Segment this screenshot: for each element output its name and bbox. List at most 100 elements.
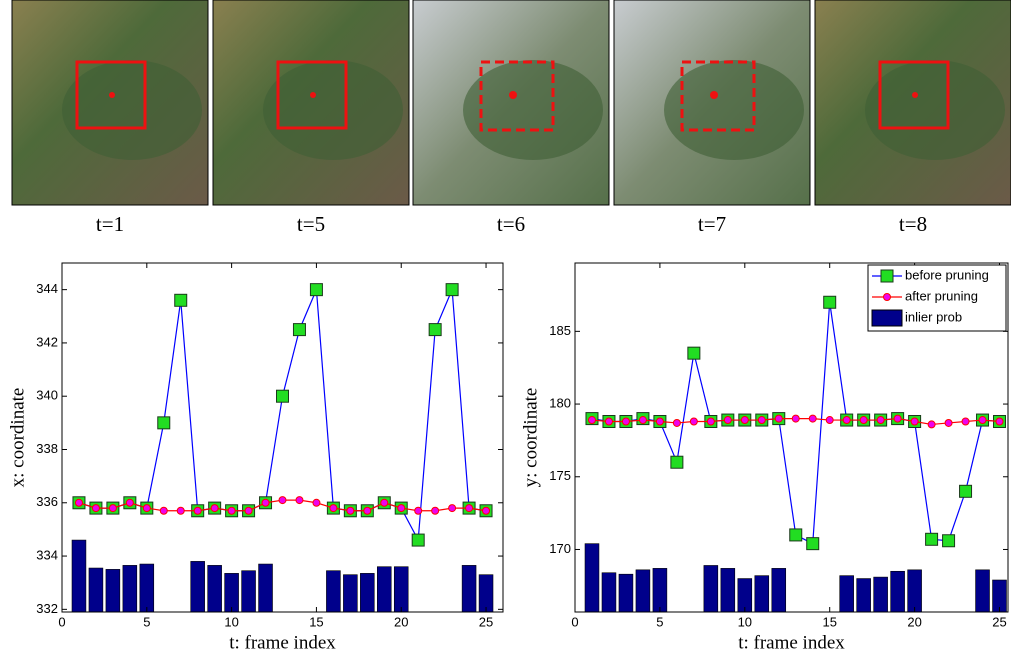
bar: [720, 568, 736, 613]
bar: [377, 566, 392, 613]
marker: [397, 504, 406, 513]
bar: [975, 569, 990, 613]
x-tick-label: 15: [822, 614, 836, 629]
x-tick-label: 0: [58, 614, 65, 629]
marker: [806, 537, 820, 551]
bar: [839, 575, 854, 613]
y-tick-label: 332: [36, 601, 58, 616]
marker: [363, 506, 372, 515]
plot-area: [584, 295, 1007, 613]
panel-caption: t=8: [899, 212, 927, 236]
marker: [910, 417, 919, 426]
legend-swatch: [871, 309, 903, 327]
marker: [428, 323, 442, 337]
tracking-point: [109, 92, 115, 98]
tracking-box: [276, 60, 348, 130]
y-tick-label: 344: [36, 281, 58, 296]
bar: [139, 563, 155, 613]
marker: [295, 496, 304, 505]
marker: [210, 504, 219, 513]
axes-border: [61, 262, 504, 613]
leaf-cluster: [263, 60, 403, 160]
y-tick-label: 334: [36, 547, 58, 562]
tracking-point: [710, 91, 718, 99]
bar: [584, 543, 600, 613]
axes-border: [574, 262, 1009, 613]
bar: [105, 569, 121, 613]
leaf-cluster: [463, 60, 603, 160]
marker: [465, 504, 474, 513]
marker: [445, 283, 459, 297]
bar: [907, 569, 922, 613]
marker: [448, 504, 457, 513]
marker: [942, 534, 956, 548]
marker: [346, 506, 355, 515]
marker: [925, 532, 939, 546]
x-axis-label: t: frame index: [738, 632, 845, 653]
x-tick-label: 0: [571, 614, 578, 629]
y-tick-label: 340: [36, 388, 58, 403]
marker: [655, 417, 664, 426]
leaf-cluster: [664, 60, 804, 160]
y-tick-label: 342: [36, 334, 58, 349]
marker: [278, 496, 287, 505]
marker: [823, 295, 837, 309]
marker: [791, 414, 800, 423]
marker: [927, 420, 936, 429]
marker: [108, 504, 117, 513]
bar: [241, 570, 256, 613]
marker: [587, 416, 596, 425]
y-tick-label: 185: [549, 323, 571, 338]
bar: [71, 539, 87, 613]
x-tick-label: 5: [656, 614, 663, 629]
x-tick-label: 10: [224, 614, 238, 629]
marker: [411, 533, 425, 547]
marker: [961, 417, 970, 426]
marker: [959, 484, 973, 498]
bar: [652, 568, 668, 613]
tracking-point: [912, 92, 918, 98]
bar: [190, 561, 205, 613]
marker: [638, 416, 647, 425]
marker: [740, 416, 749, 425]
plot-area: [71, 283, 494, 613]
marker: [876, 416, 885, 425]
marker: [825, 416, 834, 425]
bar: [754, 575, 770, 613]
panel-caption: t=5: [297, 212, 325, 236]
marker: [842, 416, 851, 425]
marker: [157, 416, 171, 430]
legend-label: after pruning: [905, 288, 978, 303]
marker: [774, 414, 783, 423]
marker: [944, 418, 953, 427]
marker: [227, 506, 236, 515]
bar: [771, 568, 787, 613]
x-tick-label: 15: [309, 614, 323, 629]
y-tick-label: 170: [549, 541, 571, 556]
bar: [618, 573, 634, 613]
bar: [635, 569, 651, 613]
legend-label: before pruning: [905, 267, 989, 282]
bar: [88, 567, 104, 613]
marker: [380, 498, 389, 507]
marker: [244, 506, 253, 515]
bar: [393, 566, 409, 613]
marker: [859, 416, 868, 425]
marker: [292, 323, 306, 337]
x-tick-label: 25: [479, 614, 493, 629]
marker: [431, 506, 440, 515]
y-tick-label: 336: [36, 494, 58, 509]
marker: [174, 293, 188, 307]
legend-label: inlier prob: [905, 309, 962, 324]
tracking-box: [479, 60, 555, 132]
y-tick-label: 180: [549, 395, 571, 410]
bar: [737, 578, 753, 613]
marker: [309, 283, 323, 297]
marker: [312, 498, 321, 507]
axes-frame: [62, 263, 503, 612]
tracking-box: [75, 60, 147, 130]
panel-caption: t=7: [698, 212, 726, 236]
x-axis-label: t: frame index: [229, 632, 336, 653]
x-tick-label: 5: [143, 614, 150, 629]
